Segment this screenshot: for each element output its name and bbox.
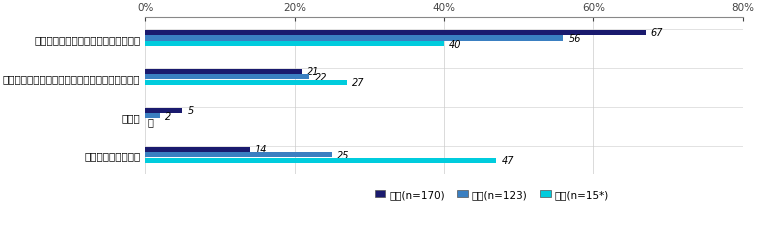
Text: 2: 2 [165, 111, 172, 121]
Bar [145, 42, 444, 47]
Text: 27: 27 [352, 78, 365, 88]
Text: 14: 14 [255, 144, 267, 154]
Bar [145, 81, 347, 86]
Bar [145, 158, 497, 163]
Text: 67: 67 [651, 28, 663, 38]
Text: 21: 21 [307, 67, 319, 77]
Bar [145, 69, 302, 74]
Bar [145, 36, 563, 41]
Text: ・: ・ [148, 117, 153, 127]
Text: 40: 40 [449, 39, 462, 49]
Legend: 自身(n=170), 家族(n=123), 遺族(n=15*): 自身(n=170), 家族(n=123), 遺族(n=15*) [370, 185, 613, 204]
Text: 25: 25 [337, 150, 350, 160]
Text: 47: 47 [501, 155, 514, 166]
Text: 56: 56 [569, 34, 581, 44]
Bar [145, 31, 646, 36]
Bar [145, 153, 332, 158]
Bar [145, 75, 310, 80]
Text: 5: 5 [188, 106, 194, 116]
Bar [145, 147, 250, 152]
Bar [145, 114, 160, 119]
Text: 22: 22 [315, 73, 327, 82]
Bar [145, 108, 182, 113]
